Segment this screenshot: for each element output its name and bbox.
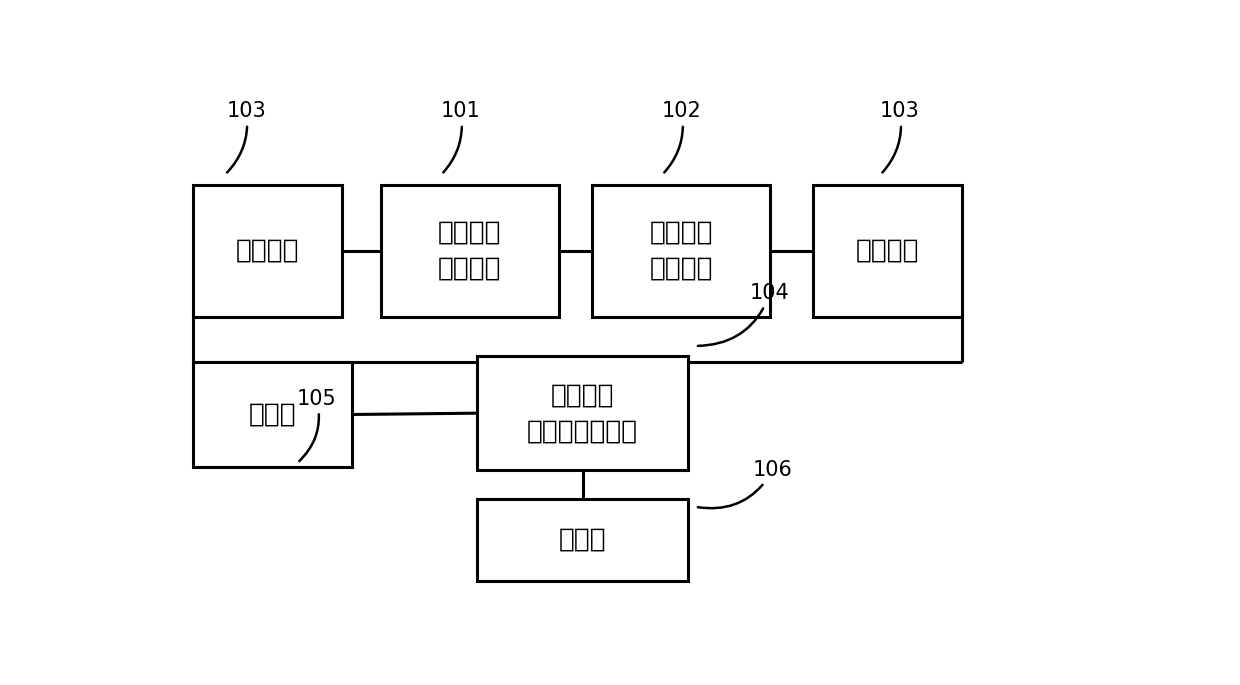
- Text: 控制器: 控制器: [249, 401, 296, 427]
- Text: 101: 101: [440, 101, 480, 173]
- Text: 平面应变
试验模型: 平面应变 试验模型: [650, 220, 713, 282]
- Bar: [813, 185, 962, 317]
- Text: 平面应力
试验模型: 平面应力 试验模型: [438, 220, 501, 282]
- Text: 103: 103: [880, 101, 920, 173]
- Text: 处理器: 处理器: [559, 527, 606, 553]
- Bar: [193, 362, 352, 467]
- Bar: [193, 185, 342, 317]
- Text: 复合档板: 复合档板: [236, 238, 300, 264]
- Text: 105: 105: [296, 388, 336, 461]
- Text: 复合档板: 复合档板: [856, 238, 920, 264]
- Bar: [477, 356, 688, 470]
- Bar: [477, 499, 688, 581]
- Text: 双轴同步
平面加载试验机: 双轴同步 平面加载试验机: [527, 382, 639, 444]
- Text: 106: 106: [698, 460, 792, 508]
- Text: 104: 104: [698, 283, 790, 346]
- Bar: [593, 185, 770, 317]
- Bar: [381, 185, 558, 317]
- Text: 103: 103: [227, 101, 267, 173]
- Text: 102: 102: [662, 101, 702, 173]
